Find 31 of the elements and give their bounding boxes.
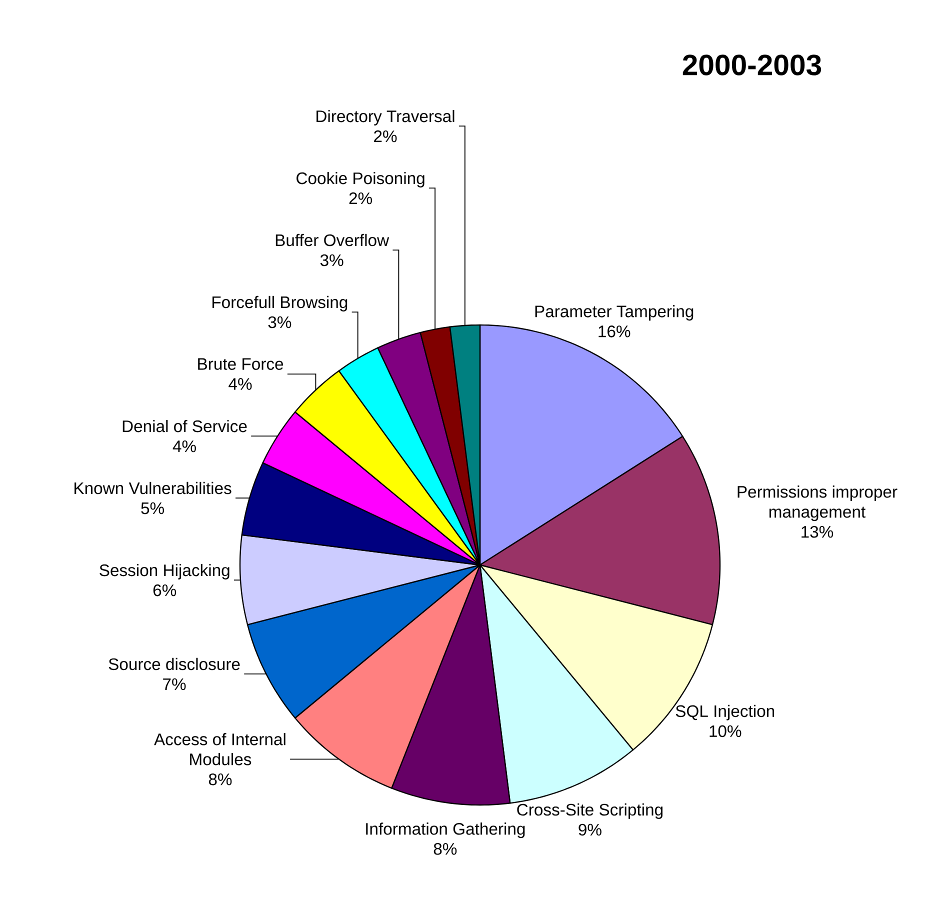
data-label: 2% (374, 130, 397, 142)
slice-label: Session Hijacking (100, 564, 230, 580)
data-label: 5% (141, 502, 164, 514)
slice-label: Directory Traversal (316, 110, 454, 126)
data-label: 8% (208, 773, 232, 786)
data-label: 3% (268, 316, 292, 328)
slice-label: Forcefull Browsing (212, 296, 348, 312)
data-label: 7% (163, 678, 186, 690)
data-label: 9% (578, 824, 602, 836)
data-label: 3% (320, 254, 344, 266)
data-label: 13% (802, 526, 834, 538)
slice-label: Access of Internal Modules (154, 733, 286, 766)
data-label: 4% (172, 440, 196, 452)
data-label: 2% (349, 192, 372, 204)
data-label: 16% (598, 326, 630, 338)
chart-title: 2000-2003 (682, 54, 822, 76)
slice-label: Source disclosure (108, 658, 240, 670)
slice-label: Information Gathering (366, 822, 525, 838)
slice-label: Denial of Service (122, 420, 247, 432)
slice-label: Brute Force (198, 358, 284, 370)
slice-label: Cookie Poisoning (296, 172, 424, 188)
data-label: 8% (434, 843, 457, 855)
slice-label: Buffer Overflow (276, 234, 390, 246)
data-label: 6% (153, 584, 176, 596)
slice-label: Parameter Tampering (535, 305, 694, 321)
slice-label: SQL Injection (676, 704, 774, 720)
data-label: 10% (710, 725, 742, 738)
slice-label: Known Vulnerabilities (74, 482, 232, 494)
slice-label: Permissions improper management (738, 485, 898, 522)
data-label: 4% (228, 378, 252, 390)
slice-label: Cross-Site Scripting (517, 803, 663, 819)
